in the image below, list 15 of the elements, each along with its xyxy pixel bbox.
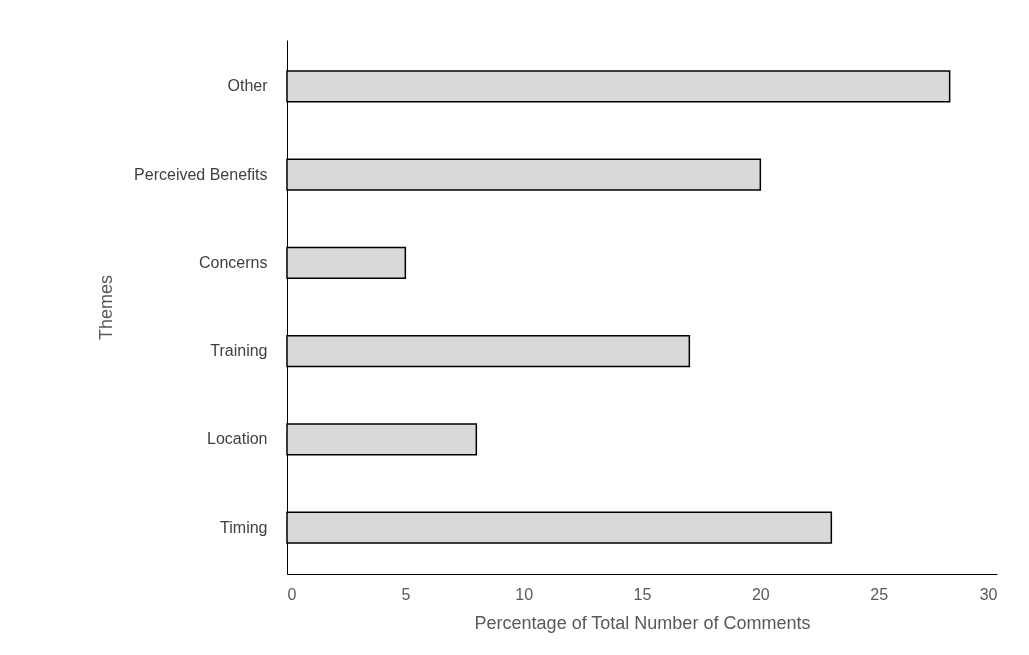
x-tick-label: 30: [979, 585, 998, 603]
x-tick-label: 25: [870, 585, 889, 603]
x-tick-label: 20: [751, 585, 770, 603]
y-tick-label: Concerns: [199, 253, 268, 271]
x-tick-label: 10: [515, 585, 534, 603]
x-axis-title: Percentage of Total Number of Comments: [474, 612, 811, 633]
x-tick-label: 0: [287, 585, 297, 603]
y-tick-label: Training: [210, 342, 268, 360]
y-tick-label: Timing: [220, 518, 268, 536]
y-axis-title: Themes: [96, 274, 117, 341]
y-tick-label: Location: [207, 430, 268, 448]
x-tick-label: 5: [401, 585, 411, 603]
x-tick-label: 15: [633, 585, 652, 603]
y-tick-label: Other: [227, 77, 269, 95]
y-tick-label: Perceived Benefits: [134, 165, 268, 183]
